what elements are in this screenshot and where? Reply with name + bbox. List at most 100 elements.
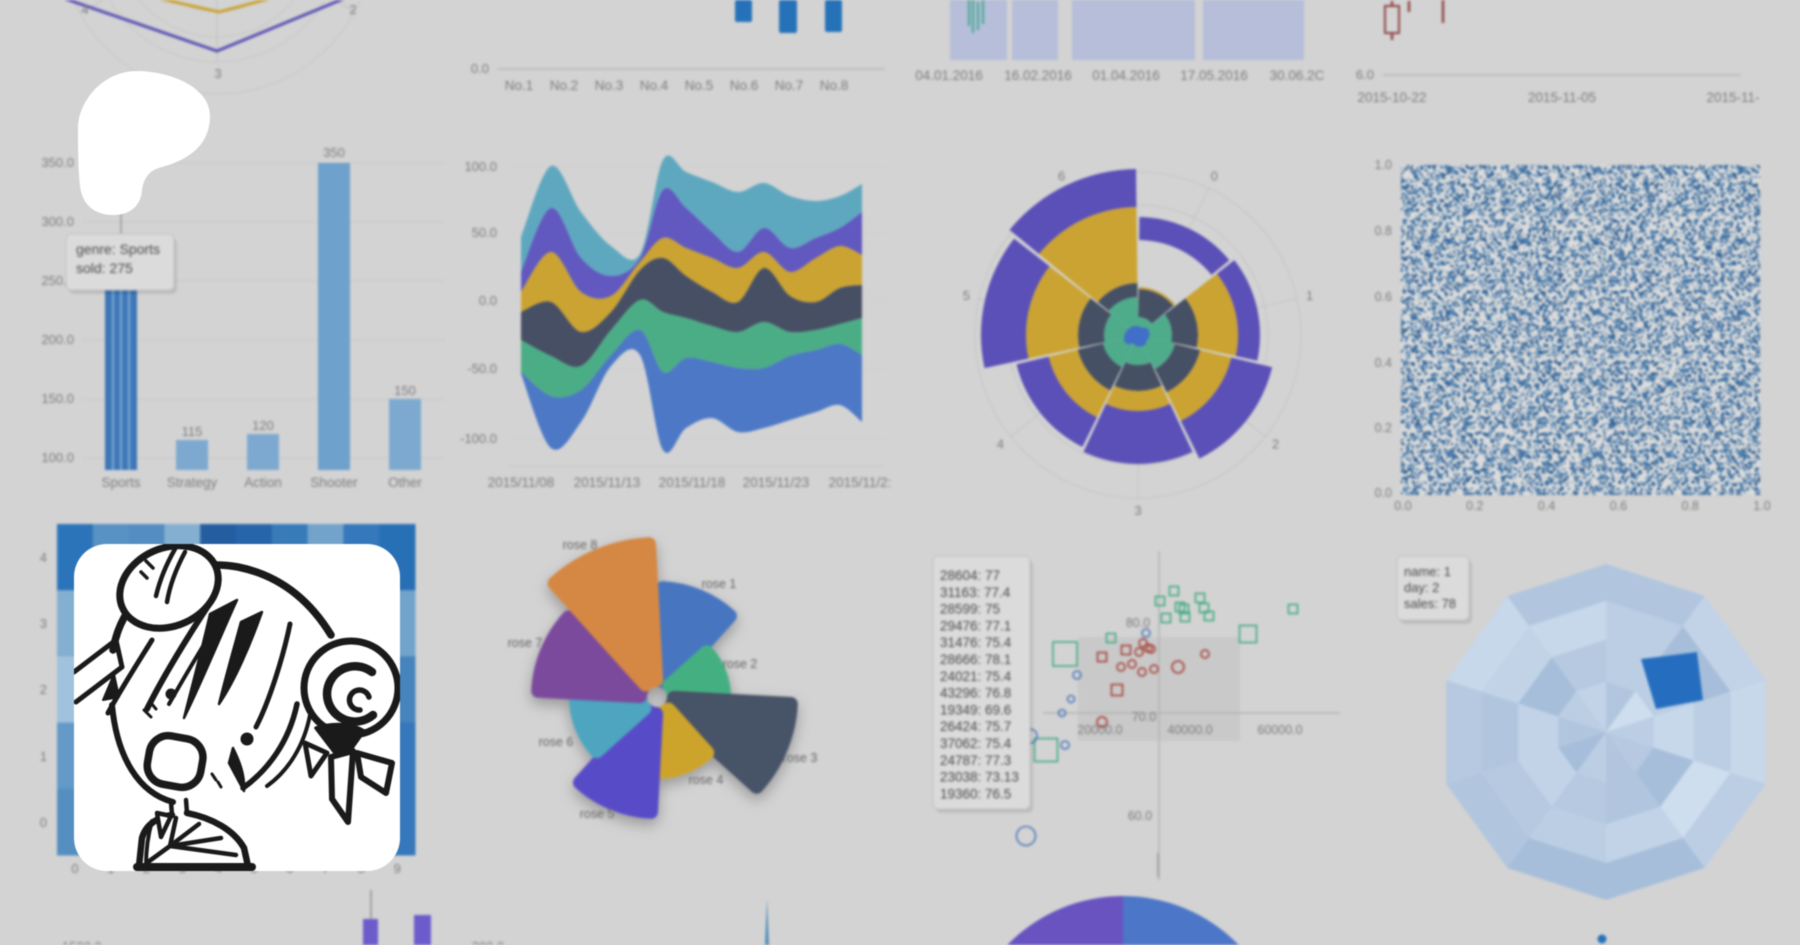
svg-text:0: 0 bbox=[40, 815, 47, 830]
svg-text:rose 6: rose 6 bbox=[539, 735, 574, 749]
svg-text:2015/11/08: 2015/11/08 bbox=[488, 475, 555, 490]
svg-text:rose 3: rose 3 bbox=[783, 751, 818, 765]
svg-text:2015/11/23: 2015/11/23 bbox=[743, 475, 810, 490]
svg-text:80.0: 80.0 bbox=[1126, 616, 1150, 630]
svg-text:20000.0: 20000.0 bbox=[1077, 723, 1122, 737]
svg-text:0.4: 0.4 bbox=[1538, 499, 1555, 513]
svg-text:No.5: No.5 bbox=[685, 78, 714, 93]
svg-text:24787: 77.3: 24787: 77.3 bbox=[940, 753, 1011, 768]
svg-text:200.0: 200.0 bbox=[472, 939, 505, 945]
svg-text:rose 7: rose 7 bbox=[508, 636, 543, 650]
svg-text:3: 3 bbox=[214, 66, 221, 81]
svg-text:2015-11-: 2015-11- bbox=[1706, 90, 1759, 105]
svg-text:No.7: No.7 bbox=[775, 78, 804, 93]
svg-text:6.0: 6.0 bbox=[1356, 67, 1374, 82]
svg-text:sales: 78: sales: 78 bbox=[1404, 596, 1456, 611]
svg-text:2015/11/2:: 2015/11/2: bbox=[829, 475, 892, 490]
svg-text:150: 150 bbox=[394, 383, 416, 398]
svg-text:0.2: 0.2 bbox=[1375, 421, 1392, 435]
svg-text:No.6: No.6 bbox=[730, 78, 759, 93]
svg-text:17.05.2016: 17.05.2016 bbox=[1180, 68, 1248, 83]
svg-text:04.01.2016: 04.01.2016 bbox=[915, 68, 983, 83]
svg-text:0.4: 0.4 bbox=[1375, 356, 1392, 370]
svg-text:0.2: 0.2 bbox=[1466, 499, 1483, 513]
svg-text:29476: 77.1: 29476: 77.1 bbox=[940, 618, 1011, 633]
svg-text:rose 8: rose 8 bbox=[563, 538, 598, 552]
svg-text:0.6: 0.6 bbox=[1375, 290, 1392, 304]
svg-text:1.0: 1.0 bbox=[1375, 158, 1392, 172]
svg-text:Sports: Sports bbox=[101, 475, 140, 490]
svg-text:150.0: 150.0 bbox=[41, 391, 74, 406]
svg-text:37062: 75.4: 37062: 75.4 bbox=[940, 736, 1012, 751]
svg-text:sold: 275: sold: 275 bbox=[76, 260, 133, 276]
svg-text:0: 0 bbox=[71, 861, 78, 876]
svg-text:300.0: 300.0 bbox=[41, 214, 74, 229]
svg-text:0.0: 0.0 bbox=[1375, 486, 1392, 500]
svg-text:Action: Action bbox=[244, 475, 282, 490]
svg-text:0.0: 0.0 bbox=[1394, 499, 1411, 513]
svg-text:Strategy: Strategy bbox=[167, 475, 218, 490]
svg-text:01.04.2016: 01.04.2016 bbox=[1092, 68, 1160, 83]
svg-text:43296: 76.8: 43296: 76.8 bbox=[940, 686, 1011, 701]
svg-text:No.8: No.8 bbox=[820, 78, 849, 93]
svg-text:28666: 78.1: 28666: 78.1 bbox=[940, 652, 1011, 667]
svg-text:2015/11/13: 2015/11/13 bbox=[574, 475, 641, 490]
svg-text:0.8: 0.8 bbox=[1375, 224, 1392, 238]
svg-text:70.0: 70.0 bbox=[1132, 710, 1156, 724]
svg-text:60.0: 60.0 bbox=[1128, 809, 1152, 823]
svg-text:200.0: 200.0 bbox=[41, 332, 74, 347]
svg-text:2: 2 bbox=[1272, 437, 1279, 452]
svg-text:No.1: No.1 bbox=[505, 78, 534, 93]
svg-text:rose 5: rose 5 bbox=[580, 807, 615, 821]
svg-text:No.2: No.2 bbox=[550, 78, 579, 93]
svg-text:4: 4 bbox=[997, 437, 1004, 452]
svg-text:9: 9 bbox=[394, 861, 401, 876]
svg-text:16.02.2016: 16.02.2016 bbox=[1004, 68, 1072, 83]
svg-text:2: 2 bbox=[40, 682, 47, 697]
svg-text:120: 120 bbox=[252, 418, 274, 433]
svg-text:19360: 76.5: 19360: 76.5 bbox=[940, 786, 1011, 801]
svg-text:24021: 75.4: 24021: 75.4 bbox=[940, 669, 1012, 684]
svg-text:name: 1: name: 1 bbox=[1404, 564, 1451, 579]
svg-text:-50.0: -50.0 bbox=[467, 361, 497, 376]
svg-text:0.6: 0.6 bbox=[1610, 499, 1627, 513]
svg-text:rose 2: rose 2 bbox=[723, 657, 758, 671]
svg-text:0.0: 0.0 bbox=[479, 293, 497, 308]
svg-text:genre: Sports: genre: Sports bbox=[76, 241, 160, 257]
svg-text:day: 2: day: 2 bbox=[1404, 580, 1439, 595]
svg-text:100.0: 100.0 bbox=[41, 450, 74, 465]
svg-text:23038: 73.13: 23038: 73.13 bbox=[940, 770, 1019, 785]
svg-text:100.0: 100.0 bbox=[464, 159, 497, 174]
svg-text:31163: 77.4: 31163: 77.4 bbox=[940, 585, 1011, 600]
svg-text:60000.0: 60000.0 bbox=[1257, 723, 1302, 737]
svg-text:19349: 69.6: 19349: 69.6 bbox=[940, 702, 1011, 717]
svg-text:2: 2 bbox=[349, 2, 356, 17]
svg-text:28604: 77: 28604: 77 bbox=[940, 568, 1000, 583]
svg-text:28599: 75: 28599: 75 bbox=[940, 602, 1000, 617]
svg-text:1.0: 1.0 bbox=[1753, 499, 1770, 513]
svg-text:30.06.2C: 30.06.2C bbox=[1270, 68, 1325, 83]
svg-text:Shooter: Shooter bbox=[310, 475, 358, 490]
svg-text:4: 4 bbox=[81, 2, 88, 17]
svg-text:115: 115 bbox=[182, 424, 203, 439]
svg-text:4: 4 bbox=[40, 550, 47, 565]
svg-text:rose 1: rose 1 bbox=[702, 577, 737, 591]
svg-text:2015/11/18: 2015/11/18 bbox=[659, 475, 726, 490]
svg-text:1: 1 bbox=[40, 749, 47, 764]
svg-text:50.0: 50.0 bbox=[472, 225, 497, 240]
svg-text:350.0: 350.0 bbox=[41, 155, 74, 170]
svg-text:0.8: 0.8 bbox=[1682, 499, 1699, 513]
svg-text:-100.0: -100.0 bbox=[460, 431, 497, 446]
svg-text:6: 6 bbox=[1058, 168, 1065, 183]
svg-text:31476: 75.4: 31476: 75.4 bbox=[940, 635, 1012, 650]
svg-text:5: 5 bbox=[963, 288, 970, 303]
svg-text:0.0: 0.0 bbox=[471, 61, 489, 76]
svg-text:0: 0 bbox=[1211, 168, 1218, 183]
svg-text:No.4: No.4 bbox=[640, 78, 669, 93]
svg-text:26424: 75.7: 26424: 75.7 bbox=[940, 719, 1011, 734]
svg-text:3: 3 bbox=[40, 616, 47, 631]
svg-text:rose 4: rose 4 bbox=[689, 773, 724, 787]
svg-text:40000.0: 40000.0 bbox=[1167, 723, 1212, 737]
svg-text:2015-10-22: 2015-10-22 bbox=[1357, 90, 1426, 105]
svg-text:1: 1 bbox=[1306, 288, 1313, 303]
